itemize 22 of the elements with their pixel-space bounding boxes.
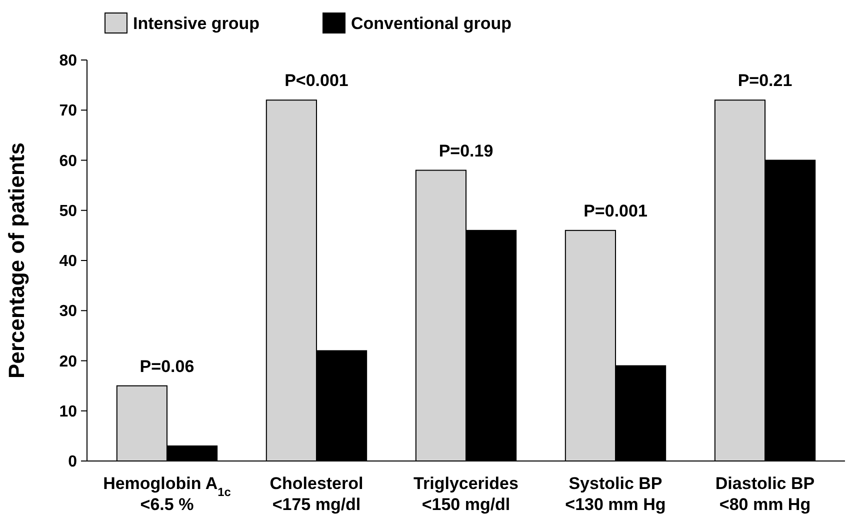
y-tick-label: 10 xyxy=(59,403,78,420)
x-tick-label: Diastolic BP <80 mm Hg xyxy=(715,474,815,514)
y-tick-label: 60 xyxy=(59,152,78,170)
y-tick-label: 0 xyxy=(68,454,78,471)
x-tick-label: Systolic BP <130 mm Hg xyxy=(565,474,666,514)
y-tick-label: 20 xyxy=(59,353,78,370)
x-tick-label: Triglycerides <150 mg/dl xyxy=(414,474,518,514)
y-tick-label: 70 xyxy=(59,102,78,120)
y-axis-title: Percentage of patients xyxy=(4,142,29,378)
x-tick-label: Cholesterol <175 mg/dl xyxy=(270,474,364,514)
category-label: Hemoglobin A$_{1c}$ <6.5 % xyxy=(103,474,231,514)
legend-label: Intensive group xyxy=(133,14,260,33)
y-tick-label: 50 xyxy=(59,202,78,220)
y-tick-label: 40 xyxy=(59,253,78,270)
y-tick-label: 30 xyxy=(59,303,78,320)
annotation: P=0.19 xyxy=(438,141,494,160)
annotation: P=0.001 xyxy=(584,201,648,220)
annotation: P=0.21 xyxy=(738,71,792,90)
legend-label: Conventional group xyxy=(351,14,512,33)
y-tick-label: 80 xyxy=(59,52,78,70)
annotation: P=0.06 xyxy=(140,356,194,376)
annotation: P<0.001 xyxy=(284,71,348,90)
